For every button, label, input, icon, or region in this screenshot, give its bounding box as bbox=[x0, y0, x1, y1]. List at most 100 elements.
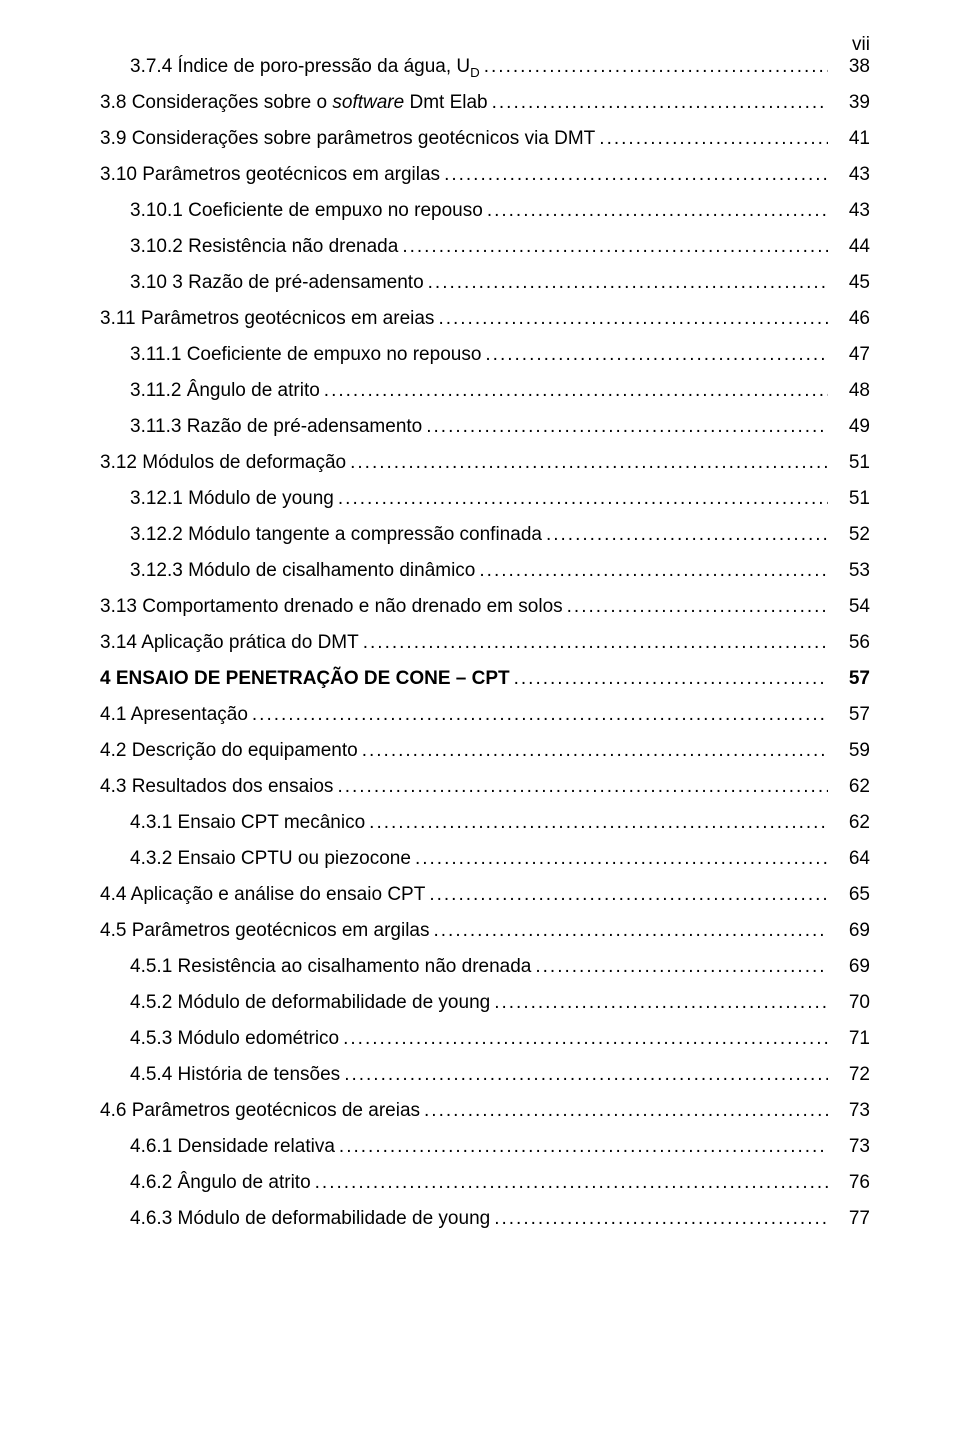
toc-entry-label: 3.11.3 Razão de pré-adensamento bbox=[130, 416, 422, 438]
toc-leader-dots bbox=[546, 524, 828, 546]
toc-entry-page: 57 bbox=[832, 704, 870, 726]
toc-entry: 4.1 Apresentação57 bbox=[100, 704, 870, 726]
toc-entry-page: 64 bbox=[832, 848, 870, 870]
toc-entry: 3.10.2 Resistência não drenada44 bbox=[100, 236, 870, 258]
toc-entry: 4.6.1 Densidade relativa73 bbox=[100, 1136, 870, 1158]
toc-entry-page: 56 bbox=[832, 632, 870, 654]
toc-entry-page: 54 bbox=[832, 596, 870, 618]
toc-entry-page: 38 bbox=[832, 56, 870, 78]
toc-entry-label: 4.5.3 Módulo edométrico bbox=[130, 1028, 339, 1050]
toc-entry-label: 4.6 Parâmetros geotécnicos de areias bbox=[100, 1100, 420, 1122]
toc-entry: 3.12.3 Módulo de cisalhamento dinâmico53 bbox=[100, 560, 870, 582]
toc-entry-label: 4.5.2 Módulo de deformabilidade de young bbox=[130, 992, 490, 1014]
toc-entry: 4 ENSAIO DE PENETRAÇÃO DE CONE – CPT57 bbox=[100, 668, 870, 690]
toc-entry-page: 57 bbox=[832, 668, 870, 690]
toc-entry-page: 39 bbox=[832, 92, 870, 114]
toc-leader-dots bbox=[343, 1028, 828, 1050]
toc-entry-label: 4.5.1 Resistência ao cisalhamento não dr… bbox=[130, 956, 531, 978]
toc-entry: 4.6.2 Ângulo de atrito76 bbox=[100, 1172, 870, 1194]
toc-entry-label: 3.12.2 Módulo tangente a compressão conf… bbox=[130, 524, 542, 546]
toc-entry-page: 53 bbox=[832, 560, 870, 582]
toc-leader-dots bbox=[567, 596, 828, 618]
toc-leader-dots bbox=[485, 344, 828, 366]
toc-leader-dots bbox=[426, 416, 828, 438]
toc-entry: 4.6 Parâmetros geotécnicos de areias 73 bbox=[100, 1100, 870, 1122]
toc-entry: 3.14 Aplicação prática do DMT 56 bbox=[100, 632, 870, 654]
toc-entry-page: 69 bbox=[832, 920, 870, 942]
toc-entry-label: 3.11.2 Ângulo de atrito bbox=[130, 380, 320, 402]
toc-entry-label: 3.10 3 Razão de pré-adensamento bbox=[130, 272, 424, 294]
toc-entry: 3.11.2 Ângulo de atrito48 bbox=[100, 380, 870, 402]
toc-leader-dots bbox=[487, 200, 828, 222]
toc-entry-page: 71 bbox=[832, 1028, 870, 1050]
toc-leader-dots bbox=[492, 92, 828, 114]
toc-entry-label: 3.11.1 Coeficiente de empuxo no repouso bbox=[130, 344, 481, 366]
toc-entry-page: 77 bbox=[832, 1208, 870, 1230]
toc-leader-dots bbox=[350, 452, 828, 474]
toc-entry-page: 47 bbox=[832, 344, 870, 366]
toc-entry: 3.11.1 Coeficiente de empuxo no repouso 4… bbox=[100, 344, 870, 366]
toc-entry: 4.5.3 Módulo edométrico 71 bbox=[100, 1028, 870, 1050]
toc-entry: 3.10 Parâmetros geotécnicos em argilas 43 bbox=[100, 164, 870, 186]
toc-entry-page: 43 bbox=[832, 164, 870, 186]
document-page: vii 3.7.4 Índice de poro-pressão da água… bbox=[0, 0, 960, 1438]
toc-leader-dots bbox=[337, 776, 828, 798]
toc-entry-label: 3.13 Comportamento drenado e não drenado… bbox=[100, 596, 563, 618]
toc-entry-page: 69 bbox=[832, 956, 870, 978]
toc-entry-label: 3.11 Parâmetros geotécnicos em areias bbox=[100, 308, 434, 330]
toc-entry-label: 4.5 Parâmetros geotécnicos em argilas bbox=[100, 920, 430, 942]
toc-entry: 3.13 Comportamento drenado e não drenado… bbox=[100, 596, 870, 618]
toc-entry-page: 52 bbox=[832, 524, 870, 546]
toc-leader-dots bbox=[429, 884, 828, 906]
toc-entry-label: 3.14 Aplicação prática do DMT bbox=[100, 632, 359, 654]
toc-leader-dots bbox=[415, 848, 828, 870]
toc-entry-page: 62 bbox=[832, 812, 870, 834]
toc-leader-dots bbox=[402, 236, 828, 258]
toc-entry: 3.10.1 Coeficiente de empuxo no repouso 4… bbox=[100, 200, 870, 222]
toc-entry-page: 43 bbox=[832, 200, 870, 222]
toc-leader-dots bbox=[479, 560, 828, 582]
toc-leader-dots bbox=[338, 488, 828, 510]
toc-entry-page: 73 bbox=[832, 1136, 870, 1158]
toc-leader-dots bbox=[484, 56, 828, 78]
toc-entry-label: 4.3.2 Ensaio CPTU ou piezocone bbox=[130, 848, 411, 870]
toc-leader-dots bbox=[324, 380, 828, 402]
toc-entry-label: 3.9 Considerações sobre parâmetros geoté… bbox=[100, 128, 595, 150]
toc-entry: 3.8 Considerações sobre o software Dmt E… bbox=[100, 92, 870, 114]
toc-entry: 3.11 Parâmetros geotécnicos em areias 46 bbox=[100, 308, 870, 330]
toc-entry-label: 4.3.1 Ensaio CPT mecânico bbox=[130, 812, 365, 834]
toc-entry-page: 73 bbox=[832, 1100, 870, 1122]
toc-leader-dots bbox=[494, 1208, 828, 1230]
toc-entry: 4.3.1 Ensaio CPT mecânico 62 bbox=[100, 812, 870, 834]
toc-entry-label: 3.10 Parâmetros geotécnicos em argilas bbox=[100, 164, 440, 186]
toc-entry: 3.7.4 Índice de poro-pressão da água, UD… bbox=[100, 56, 870, 78]
toc-entry: 4.3 Resultados dos ensaios62 bbox=[100, 776, 870, 798]
toc-entry: 4.5.1 Resistência ao cisalhamento não dr… bbox=[100, 956, 870, 978]
toc-leader-dots bbox=[339, 1136, 828, 1158]
toc-entry: 4.6.3 Módulo de deformabilidade de young… bbox=[100, 1208, 870, 1230]
toc-entry-label: 4.5.4 História de tensões bbox=[130, 1064, 340, 1086]
toc-entry: 3.10 3 Razão de pré-adensamento45 bbox=[100, 272, 870, 294]
toc-entry: 4.4 Aplicação e análise do ensaio CPT65 bbox=[100, 884, 870, 906]
table-of-contents: 3.7.4 Índice de poro-pressão da água, UD… bbox=[100, 56, 870, 1230]
toc-entry: 3.11.3 Razão de pré-adensamento49 bbox=[100, 416, 870, 438]
toc-entry-label: 3.7.4 Índice de poro-pressão da água, UD bbox=[130, 56, 480, 78]
toc-entry-page: 62 bbox=[832, 776, 870, 798]
toc-entry-page: 44 bbox=[832, 236, 870, 258]
toc-entry-page: 41 bbox=[832, 128, 870, 150]
toc-entry-label: 3.10.1 Coeficiente de empuxo no repouso bbox=[130, 200, 483, 222]
toc-leader-dots bbox=[252, 704, 828, 726]
page-number: vii bbox=[852, 34, 870, 56]
toc-entry-page: 46 bbox=[832, 308, 870, 330]
toc-entry-page: 51 bbox=[832, 488, 870, 510]
toc-entry-label: 3.12.1 Módulo de young bbox=[130, 488, 334, 510]
toc-leader-dots bbox=[369, 812, 828, 834]
toc-entry-label: 3.8 Considerações sobre o software Dmt E… bbox=[100, 92, 488, 114]
toc-entry-page: 59 bbox=[832, 740, 870, 762]
toc-leader-dots bbox=[363, 632, 828, 654]
toc-entry-label: 3.12 Módulos de deformação bbox=[100, 452, 346, 474]
toc-leader-dots bbox=[444, 164, 828, 186]
toc-leader-dots bbox=[514, 668, 828, 690]
toc-leader-dots bbox=[494, 992, 828, 1014]
toc-entry-label: 4.4 Aplicação e análise do ensaio CPT bbox=[100, 884, 425, 906]
